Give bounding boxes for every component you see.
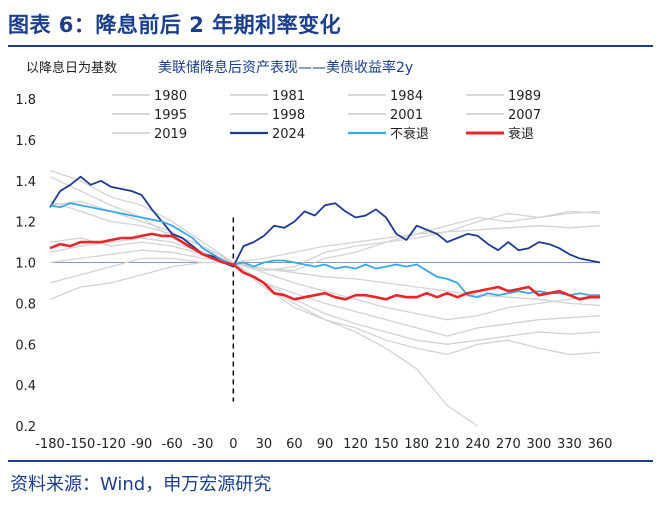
legend-label-8: 2019 — [154, 127, 187, 142]
yield-change-chart: 以降息日为基数 美联储降息后资产表现——美债收益率2y 1980 1981 1984… — [15, 59, 612, 452]
x-tick-label-17: 330 — [557, 437, 582, 452]
title-underline — [8, 45, 653, 47]
x-tick-label-0: -180 — [35, 437, 65, 452]
legend-label-6: 2001 — [390, 108, 423, 123]
series-line-9 — [49, 175, 601, 268]
series-line-1 — [49, 210, 601, 300]
x-tick-label-16: 300 — [526, 437, 551, 452]
y-tick-label-8: 1.8 — [15, 93, 36, 108]
legend-label-1: 1981 — [272, 89, 305, 104]
y-tick-label-1: 0.4 — [15, 379, 36, 394]
series-line-8 — [49, 249, 601, 337]
x-tick-label-1: -150 — [66, 437, 96, 452]
page-header: 图表 6：降息前后 2 年期利率变化 — [0, 0, 661, 52]
legend-label-7: 2007 — [508, 108, 541, 123]
series-line-2 — [49, 169, 601, 321]
legend-label-3: 1989 — [508, 89, 541, 104]
legend-label-9: 2024 — [272, 127, 305, 142]
x-tick-label-4: -60 — [162, 437, 183, 452]
footer-divider — [8, 460, 653, 462]
y-tick-label-5: 1.2 — [15, 216, 36, 231]
series-line-11 — [49, 232, 600, 301]
x-tick-label-12: 180 — [404, 437, 429, 452]
x-tick-label-10: 120 — [343, 437, 368, 452]
legend-label-0: 1980 — [154, 89, 187, 104]
x-tick-label-8: 60 — [286, 437, 303, 452]
x-tick-label-9: 90 — [317, 437, 334, 452]
y-tick-label-4: 1.0 — [15, 257, 36, 272]
y-tick-label-0: 0.2 — [15, 420, 36, 435]
legend-label-11: 衰退 — [508, 126, 534, 142]
x-tick-label-7: 30 — [256, 437, 273, 452]
y-tick-label-6: 1.4 — [15, 175, 36, 190]
source-note: 资料来源：Wind，申万宏源研究 — [10, 474, 272, 495]
series-line-5 — [49, 210, 601, 272]
series-line-3 — [49, 257, 601, 307]
chart-title: 美联储降息后资产表现——美债收益率2y — [158, 59, 413, 76]
x-tick-label-18: 360 — [588, 437, 613, 452]
series-line-7 — [49, 200, 601, 345]
y-tick-label-2: 0.6 — [15, 338, 36, 353]
legend-label-2: 1984 — [390, 89, 423, 104]
x-tick-label-13: 210 — [435, 437, 460, 452]
y-tick-label-3: 0.8 — [15, 297, 36, 312]
y-tick-label-7: 1.6 — [15, 134, 36, 149]
reference-lines — [50, 217, 600, 402]
x-tick-label-2: -120 — [96, 437, 126, 452]
x-tick-label-11: 150 — [374, 437, 399, 452]
series-line-0 — [49, 176, 479, 427]
series-lines — [49, 169, 601, 427]
series-line-10 — [49, 202, 600, 299]
y-axis-ticks: 0.2 0.4 0.6 0.8 1.0 1.2 1.4 1.6 1.8 — [15, 93, 36, 435]
page-title: 图表 6：降息前后 2 年期利率变化 — [8, 13, 342, 37]
series-line-4 — [49, 225, 601, 264]
legend-label-4: 1995 — [154, 108, 187, 123]
x-tick-label-14: 240 — [465, 437, 490, 452]
x-tick-label-6: 0 — [229, 437, 237, 452]
y-axis-label: 以降息日为基数 — [26, 60, 117, 76]
x-tick-label-5: -30 — [192, 437, 213, 452]
legend-label-10: 不衰退 — [390, 126, 429, 142]
series-line-6 — [49, 200, 601, 356]
legend: 1980 1981 1984 1989 1995 1998 2001 2007 2019 2024… — [112, 89, 541, 142]
x-axis-ticks: -180 -150 -120 -90 -60 -30 0 30 60 90 120 150 180 210… — [35, 437, 612, 452]
x-tick-label-3: -90 — [131, 437, 152, 452]
legend-label-5: 1998 — [272, 108, 305, 123]
x-tick-label-15: 270 — [496, 437, 521, 452]
